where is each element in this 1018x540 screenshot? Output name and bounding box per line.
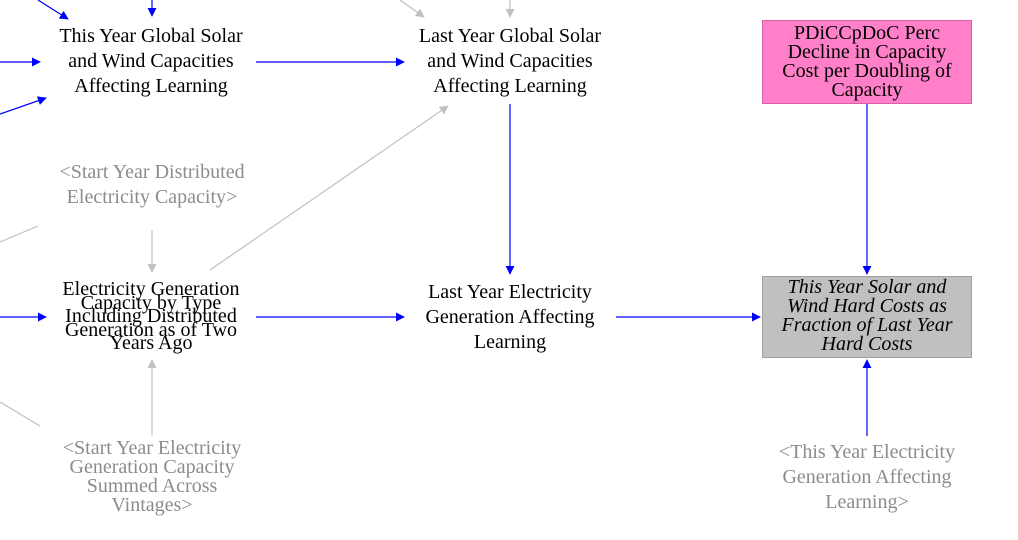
node-this-year-capacities[interactable]: This Year Global Solar and Wind Capaciti… [59, 25, 243, 97]
shadow-start-year-distributed[interactable]: <Start Year Distributed Electricity Capa… [59, 161, 245, 208]
arrow-gray-offscreen-to-last-year-top [399, 0, 425, 18]
node-last-year-capacities[interactable]: Last Year Global Solar and Wind Capaciti… [418, 25, 602, 97]
arrow-gray-gen-capacity-to-last-year-capacities [209, 105, 449, 271]
arrow-offscreen-to-this-year-capacities-top [37, 0, 69, 20]
node-last-year-generation[interactable]: Last Year Electricity Generation Affecti… [425, 281, 595, 353]
line-gray-offscreen-lower-left [0, 401, 41, 427]
arrow-offscreen-to-this-year-capacities-lower [0, 96, 47, 115]
node-hard-costs-fraction[interactable]: This Year Solar and Wind Hard Costs as F… [762, 276, 972, 358]
shadow-this-year-generation[interactable]: <This Year Electricity Generation Affect… [778, 441, 956, 513]
shadow-start-year-generation-capacity[interactable]: <Start Year Electricity Generation Capac… [62, 437, 242, 516]
node-pdiccpdoc[interactable]: PDiCCpDoC Perc Decline in Capacity Cost … [762, 20, 972, 104]
node-gen-capacity-layer-b: Capacity by Type Generation as of Two [64, 292, 238, 341]
line-gray-offscreen-upper-left [0, 225, 39, 243]
node-gen-capacity-layer-a[interactable]: Electricity Generation Including Distrib… [62, 278, 240, 354]
